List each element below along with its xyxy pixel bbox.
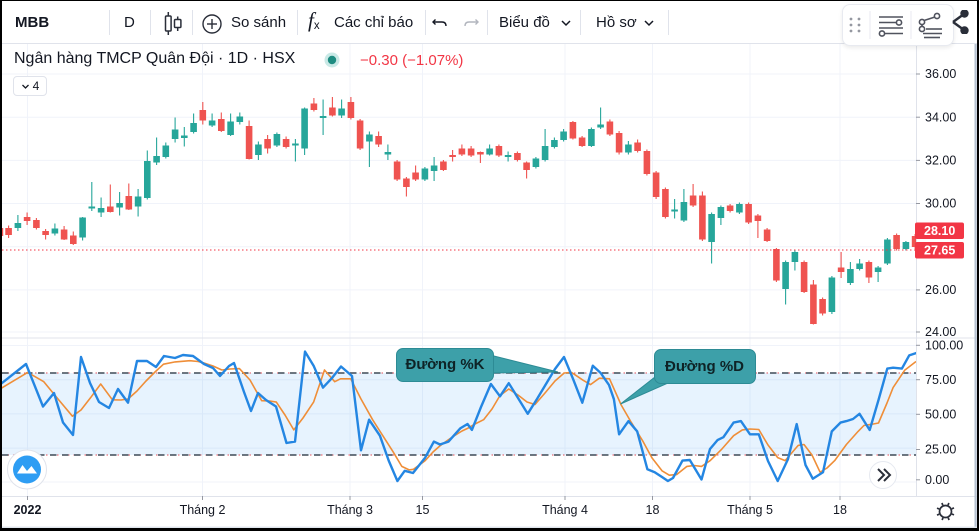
svg-text:18: 18 bbox=[833, 503, 847, 517]
svg-text:28.10: 28.10 bbox=[924, 224, 955, 238]
svg-text:18: 18 bbox=[646, 503, 660, 517]
svg-text:Tháng 5: Tháng 5 bbox=[727, 503, 773, 517]
svg-text:32.00: 32.00 bbox=[925, 154, 956, 168]
svg-text:27.65: 27.65 bbox=[924, 244, 955, 258]
svg-text:30.00: 30.00 bbox=[925, 197, 956, 211]
svg-text:50.00: 50.00 bbox=[925, 408, 956, 422]
svg-text:0.00: 0.00 bbox=[925, 473, 949, 487]
svg-text:34.00: 34.00 bbox=[925, 110, 956, 124]
svg-text:Tháng 4: Tháng 4 bbox=[542, 503, 588, 517]
svg-text:36.00: 36.00 bbox=[925, 67, 956, 81]
svg-text:Tháng 3: Tháng 3 bbox=[327, 503, 373, 517]
svg-text:Tháng 2: Tháng 2 bbox=[180, 503, 226, 517]
svg-text:2022: 2022 bbox=[14, 503, 42, 517]
svg-text:75.00: 75.00 bbox=[925, 373, 956, 387]
svg-text:25.00: 25.00 bbox=[925, 443, 956, 457]
svg-text:26.00: 26.00 bbox=[925, 283, 956, 297]
svg-text:15: 15 bbox=[416, 503, 430, 517]
svg-text:100.00: 100.00 bbox=[925, 339, 963, 353]
svg-text:24.00: 24.00 bbox=[925, 325, 956, 339]
